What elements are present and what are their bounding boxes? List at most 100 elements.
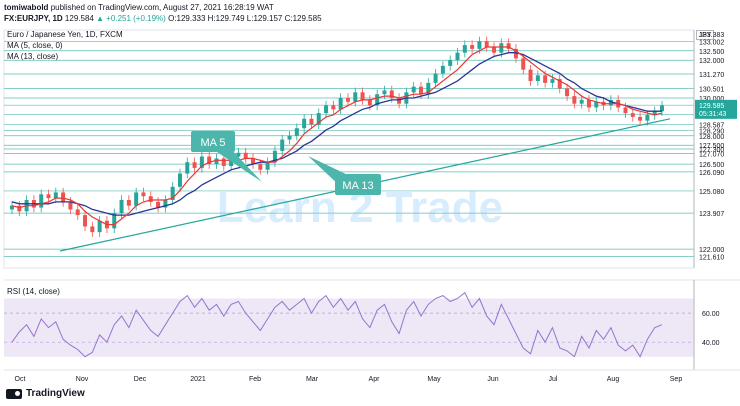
- ma5-callout-pointer: [214, 148, 262, 182]
- candle-body: [83, 215, 88, 227]
- rsi-line: [11, 291, 663, 358]
- candle-body: [652, 111, 657, 115]
- candle-body: [53, 192, 58, 199]
- price-tick-label: 128.000: [699, 134, 724, 141]
- callouts: MA 5 MA 13: [191, 131, 381, 195]
- author-name[interactable]: tomiwabold: [4, 3, 49, 12]
- candle-body: [302, 118, 307, 129]
- candle-body: [141, 192, 146, 197]
- ma5-line: [11, 46, 663, 226]
- candle-body: [163, 200, 168, 208]
- legend-title: Euro / Japanese Yen, 1D, FXCM: [7, 30, 123, 39]
- time-tick-label: Jun: [487, 376, 498, 383]
- price-tick-label: 126.090: [699, 170, 724, 177]
- candle-body: [258, 164, 263, 170]
- tradingview-logo-icon: [6, 388, 22, 399]
- time-tick-label: Aug: [607, 376, 620, 383]
- price-tick-label: 128.587: [699, 123, 724, 130]
- candle-body: [46, 194, 51, 199]
- time-tick-label: May: [427, 376, 441, 383]
- current-price-box[interactable]: [695, 99, 737, 119]
- candle-body: [521, 58, 526, 70]
- candle-body: [112, 213, 117, 229]
- price-tick-label: 122.000: [699, 247, 724, 254]
- price-tick-label: 130.501: [699, 87, 724, 94]
- price-tick-label: 127.070: [699, 151, 724, 158]
- candle-body: [126, 200, 131, 206]
- candle-body: [367, 99, 372, 106]
- candle-body: [170, 186, 175, 200]
- candle-body: [265, 162, 270, 170]
- price-tick-label: 127.500: [699, 143, 724, 150]
- candle-body: [455, 52, 460, 61]
- candle-body: [39, 194, 44, 208]
- time-tick-label: Jul: [549, 376, 558, 383]
- price-tick-label: 128.290: [699, 128, 724, 135]
- price-tick-label: 133.002: [699, 39, 724, 46]
- candle-body: [338, 98, 343, 110]
- rsi-pane: 60.00 40.00: [4, 279, 740, 370]
- candle-body: [660, 105, 664, 112]
- candle-body: [236, 152, 241, 157]
- time-tick-label: Feb: [249, 376, 261, 383]
- candle-body: [492, 47, 497, 53]
- candle-body: [280, 139, 285, 151]
- countdown-label: 05:31:43: [699, 111, 726, 118]
- candle-body: [316, 113, 321, 125]
- candle-body: [287, 135, 292, 140]
- candle-body: [345, 98, 350, 102]
- time-tick-label: 2021: [190, 376, 206, 383]
- symbol[interactable]: FX:EURJPY, 1D: [4, 14, 63, 23]
- candle-body: [185, 162, 190, 174]
- price-levels: [3, 29, 695, 269]
- candle-body: [535, 75, 540, 81]
- ma13-callout-box[interactable]: [335, 174, 381, 195]
- time-tick-label: Apr: [369, 376, 381, 383]
- price-tick-label: 125.080: [699, 189, 724, 196]
- footer: TradingView: [6, 388, 85, 399]
- price-tick-label: 132.000: [699, 58, 724, 65]
- time-tick-label: Sep: [670, 376, 683, 383]
- candle-body: [586, 99, 591, 108]
- candle-body: [61, 192, 66, 202]
- candle-body: [565, 88, 570, 97]
- publish-text: published on TradingView.com, August 27,…: [50, 3, 274, 12]
- price-tick-label: 127.300: [699, 147, 724, 154]
- candle-body: [360, 92, 365, 100]
- rsi-tick-label: 60.00: [702, 311, 720, 318]
- rsi-band: [4, 298, 694, 357]
- rsi-label: RSI (14, close): [7, 287, 60, 296]
- candle-body: [97, 220, 102, 233]
- legend-ma13[interactable]: MA (13, close): [7, 52, 59, 61]
- candle-body: [477, 41, 482, 49]
- legend-ma5[interactable]: MA (5, close, 0): [7, 41, 63, 50]
- publish-header: tomiwabold published on TradingView.com,…: [4, 3, 274, 13]
- candle-body: [331, 105, 336, 110]
- price-tick-label: 123.907: [699, 211, 724, 218]
- candle-body: [192, 162, 197, 168]
- candle-body: [645, 115, 650, 121]
- ma5-callout-box[interactable]: [191, 131, 235, 152]
- candle-body: [440, 65, 445, 74]
- time-tick-label: Oct: [15, 376, 26, 383]
- footer-brand[interactable]: TradingView: [26, 388, 85, 399]
- candle-body: [251, 158, 256, 165]
- candle-body: [623, 107, 628, 114]
- candle-body: [484, 41, 489, 47]
- candle-body: [309, 118, 314, 125]
- candle-body: [353, 92, 358, 102]
- candle-body: [177, 173, 182, 187]
- chart-legend: Euro / Japanese Yen, 1D, FXCM MA (5, clo…: [7, 30, 123, 63]
- current-price-label: 129.585: [699, 103, 724, 110]
- time-tick-label: Nov: [76, 376, 89, 383]
- candle-body: [557, 79, 562, 89]
- candle-body: [221, 158, 226, 166]
- currency-badge[interactable]: JPY: [696, 30, 714, 40]
- candle-body: [324, 105, 329, 114]
- price-tick-label: 131.270: [699, 72, 724, 79]
- time-tick-label: Mar: [306, 376, 319, 383]
- time-tick-label: Dec: [134, 376, 147, 383]
- candle-body: [448, 60, 453, 66]
